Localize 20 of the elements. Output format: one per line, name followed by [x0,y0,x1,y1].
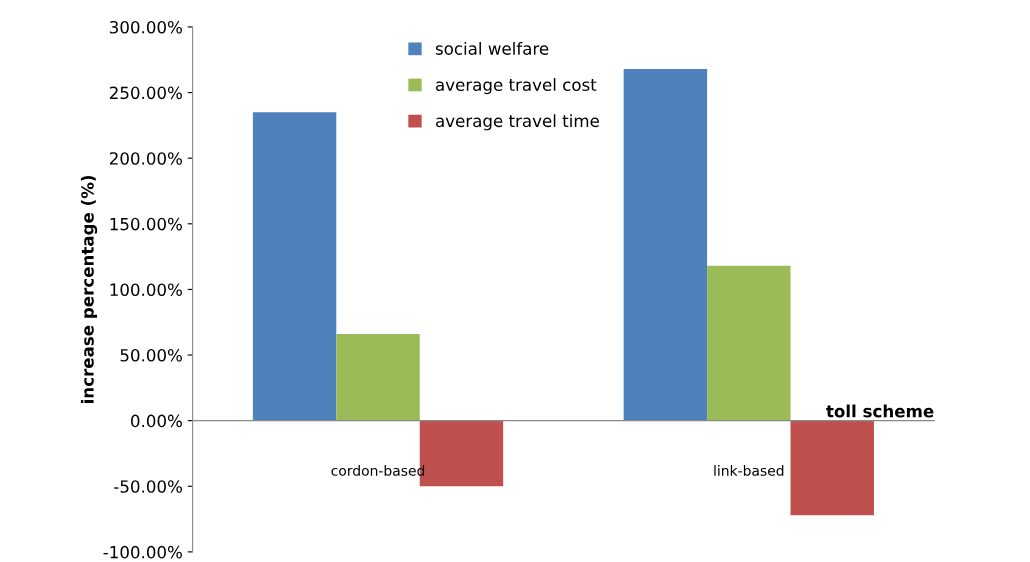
y-tick-label: 100.00% [110,283,182,296]
y-tick-label: 0.00% [131,414,182,428]
bar [707,265,791,421]
y-axis-title: increase percentage (%) [80,175,98,403]
x-axis-title: toll scheme [826,404,934,418]
bar [336,334,420,421]
bar [252,112,337,421]
x-tick-label: link-based [714,465,784,476]
bar [790,420,874,516]
y-tick-label: -100.00% [103,545,182,559]
y-tick-label: 200.00% [109,152,182,165]
y-tick-label: 50.00% [120,349,182,362]
legend-label: average travel cost [436,78,597,95]
y-tick-label: 300.00% [110,20,182,34]
y-tick-label: 250.00% [109,86,182,100]
bar [623,68,708,421]
y-tick-label: -50.00% [114,480,182,493]
legend-label: average travel time [436,114,599,131]
legend-label: social welfare [435,41,549,55]
y-tick-label: 150.00% [110,217,182,231]
